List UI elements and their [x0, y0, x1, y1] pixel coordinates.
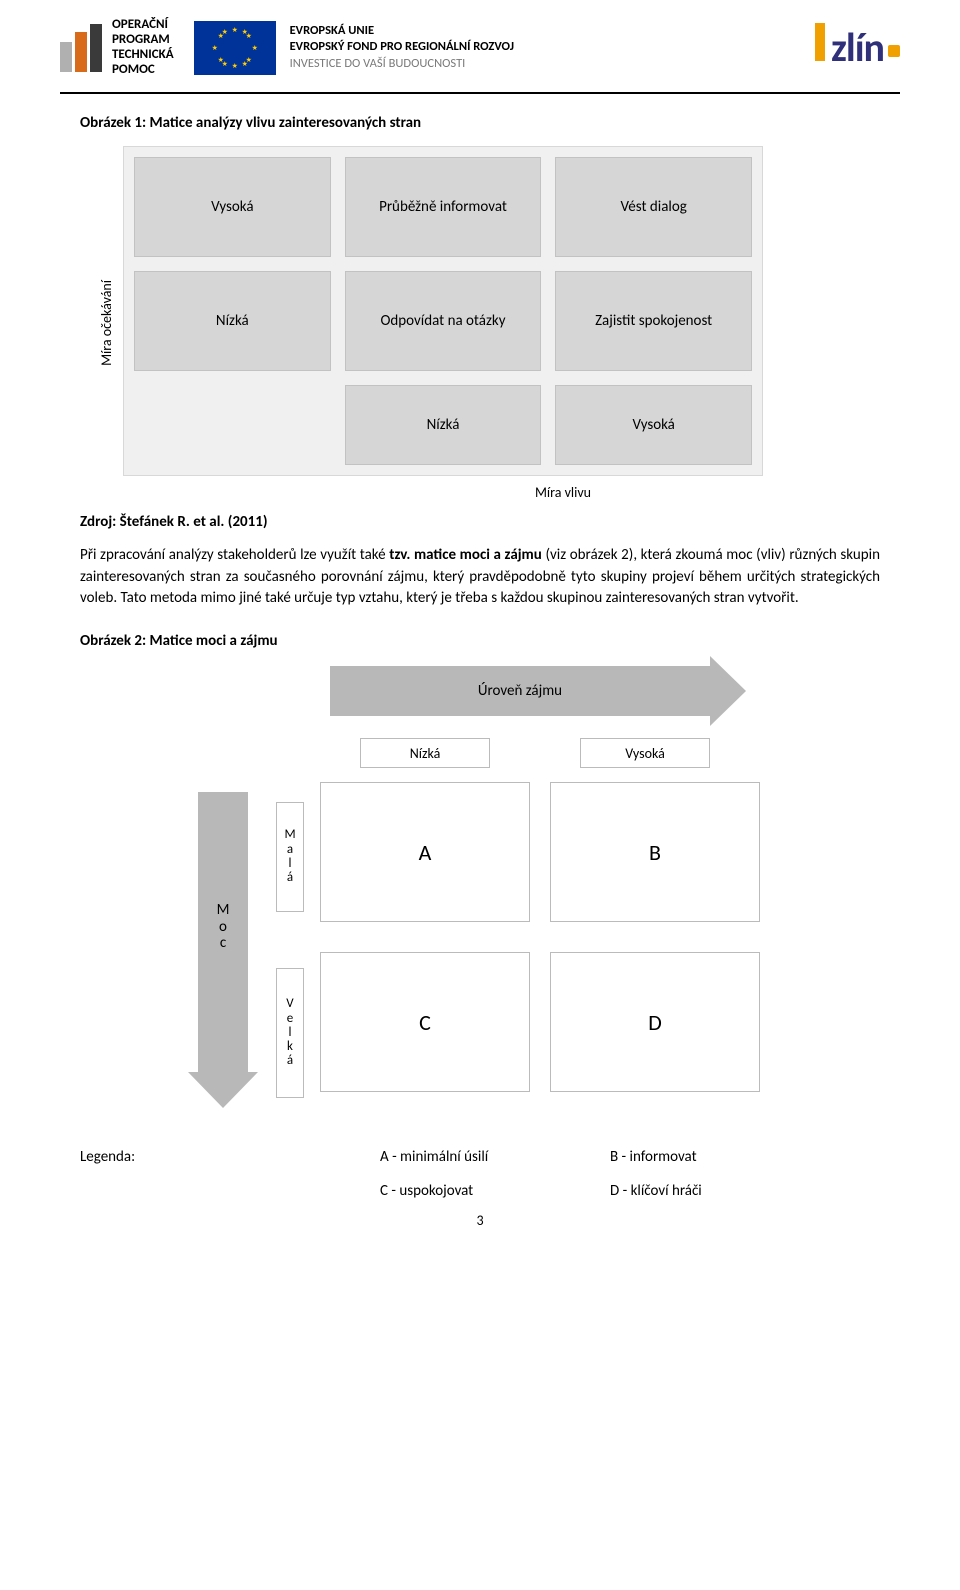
fig1-title: Obrázek 1: Matice analýzy vlivu zaintere… — [80, 114, 880, 132]
legend-B: B - informovat — [610, 1148, 840, 1166]
zlin-text: zlín — [831, 23, 884, 72]
eu-l2: EVROPSKÝ FOND PRO REGIONÁLNÍ ROZVOJ — [290, 39, 514, 56]
fig1-xlabel: Míra vlivu — [123, 484, 763, 501]
fig1-cell-1-1: Odpovídat na otázky — [345, 271, 542, 371]
legend-C: C - uspokojovat — [380, 1182, 610, 1200]
optp-l3: TECHNICKÁ — [112, 48, 174, 63]
fig1-cell-2-1: Nízká — [345, 385, 542, 465]
fig1-ylabel: Míra očekávání — [98, 280, 115, 366]
fig2-x-arrow: Úroveň zájmu — [330, 666, 710, 716]
legend-D: D - klíčoví hráči — [610, 1182, 840, 1200]
paragraph: Při zpracování analýzy stakeholderů lze … — [80, 545, 880, 610]
para-lead: Při zpracování analýzy stakeholderů lze … — [80, 546, 389, 564]
fig2-quadrant-D: D — [550, 952, 760, 1092]
optp-text: OPERAČNÍ PROGRAM TECHNICKÁ POMOC — [112, 18, 174, 78]
optp-bars-icon — [60, 24, 102, 72]
page-header: OPERAČNÍ PROGRAM TECHNICKÁ POMOC ★ ★ ★ ★… — [0, 0, 960, 88]
eu-l3: INVESTICE DO VAŠÍ BUDOUCNOSTI — [290, 56, 514, 73]
fig1-cell-0-2: Vést dialog — [555, 157, 752, 257]
fig2-x-arrow-label: Úroveň zájmu — [478, 682, 562, 700]
fig2-quadrant-B: B — [550, 782, 760, 922]
eu-l1: EVROPSKÁ UNIE — [290, 23, 514, 40]
fig2-y-arrow-label: Moc — [198, 902, 248, 952]
fig2-vheader-small: Malá — [276, 802, 304, 912]
fig2-quadrant-C: C — [320, 952, 530, 1092]
fig2-header-low: Nízká — [360, 738, 490, 768]
legend-row1: Legenda: A - minimální úsilí B - informo… — [80, 1148, 880, 1166]
fig1: Míra očekávání VysokáPrůběžně informovat… — [98, 146, 880, 501]
fig2-header-high: Vysoká — [580, 738, 710, 768]
fig2: Úroveň zájmu Moc Nízká Vysoká Malá Velká… — [190, 662, 810, 1132]
fig1-cell-2-2: Vysoká — [555, 385, 752, 465]
optp-l2: PROGRAM — [112, 33, 174, 48]
eu-text: EVROPSKÁ UNIE EVROPSKÝ FOND PRO REGIONÁL… — [290, 23, 514, 74]
legend-A: A - minimální úsilí — [380, 1148, 610, 1166]
fig1-cell-1-2: Zajistit spokojenost — [555, 271, 752, 371]
logo-optp: OPERAČNÍ PROGRAM TECHNICKÁ POMOC — [60, 18, 174, 78]
fig1-cell-1-0: Nízká — [134, 271, 331, 371]
zlin-accent-icon — [815, 23, 825, 61]
legend-label: Legenda: — [80, 1148, 380, 1166]
fig1-matrix: VysokáPrůběžně informovatVést dialogNízk… — [123, 146, 763, 476]
fig1-source: Zdroj: Štefánek R. et al. (2011) — [80, 513, 880, 531]
eu-flag-icon: ★ ★ ★ ★ ★ ★ ★ ★ ★ ★ ★ ★ — [194, 21, 276, 75]
page-number: 3 — [80, 1212, 880, 1229]
fig1-cell-0-1: Průběžně informovat — [345, 157, 542, 257]
fig2-title: Obrázek 2: Matice moci a zájmu — [80, 632, 880, 650]
fig1-cell-2-0 — [134, 385, 331, 465]
page-content: Obrázek 1: Matice analýzy vlivu zaintere… — [0, 94, 960, 1249]
eu-block: ★ ★ ★ ★ ★ ★ ★ ★ ★ ★ ★ ★ EVROPSKÁ UNIE EV… — [194, 21, 514, 75]
fig1-cell-0-0: Vysoká — [134, 157, 331, 257]
optp-l4: POMOC — [112, 63, 174, 78]
para-bold: tzv. matice moci a zájmu — [389, 546, 542, 564]
zlin-dot-icon — [888, 45, 900, 57]
zlin-logo: zlín — [815, 23, 900, 72]
fig2-quadrant-A: A — [320, 782, 530, 922]
legend-row2: C - uspokojovat D - klíčoví hráči — [80, 1182, 880, 1200]
optp-l1: OPERAČNÍ — [112, 18, 174, 33]
fig2-vheader-big: Velká — [276, 968, 304, 1098]
